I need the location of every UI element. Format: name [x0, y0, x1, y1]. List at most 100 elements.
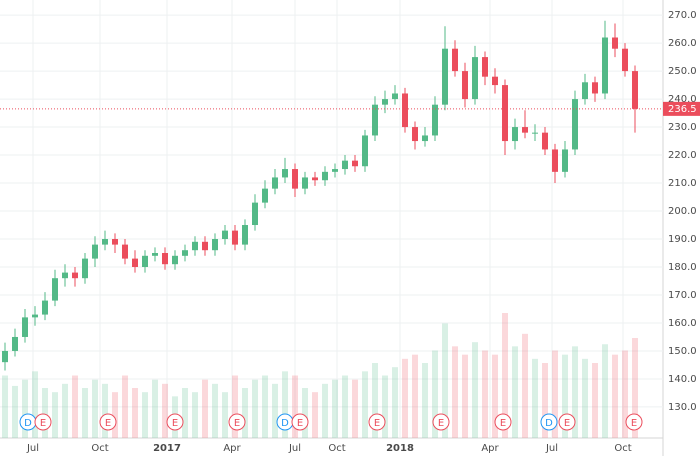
candle-body [212, 239, 218, 251]
candle-body [142, 255, 148, 267]
x-tick-label: Jul [545, 443, 558, 454]
candle-body [322, 171, 328, 181]
volume-bar [392, 367, 398, 438]
y-tick-label: 220.0 [668, 150, 697, 161]
candle-body [572, 99, 578, 150]
x-tick-label: Jul [26, 443, 39, 454]
candle-body [2, 350, 8, 363]
candle-body [332, 169, 338, 172]
volume-bar [182, 388, 188, 438]
y-tick-label: 210.0 [668, 178, 697, 189]
event-label: E [438, 418, 444, 429]
event-label: E [105, 418, 111, 429]
candle-body [392, 93, 398, 100]
x-tick-label: Apr [223, 443, 241, 454]
volume-bar [142, 392, 148, 438]
volume-bar [592, 363, 598, 438]
candle-body [162, 253, 168, 265]
candle-body [352, 160, 358, 167]
y-tick-label: 230.0 [668, 122, 697, 133]
volume-bar [502, 313, 508, 438]
volume-bar [222, 392, 228, 438]
volume-bar [562, 354, 568, 438]
candle-body [272, 177, 278, 189]
volume-bar [412, 354, 418, 438]
event-label: E [234, 418, 240, 429]
candle-body [512, 127, 518, 142]
candle-body [342, 160, 348, 170]
volume-bar [132, 388, 138, 438]
x-tick-label: Oct [91, 443, 108, 454]
candle-body [542, 132, 548, 150]
y-tick-label: 160.0 [668, 318, 697, 329]
volume-bar [552, 350, 558, 438]
candle-body [302, 177, 308, 189]
candle-body [112, 239, 118, 245]
x-tick-label: Apr [481, 443, 499, 454]
candle-body [102, 239, 108, 245]
candle-body [222, 230, 228, 240]
volume-bar [42, 388, 48, 438]
y-tick-label: 190.0 [668, 234, 697, 245]
volume-bar [192, 392, 198, 438]
candle-body [362, 135, 368, 167]
volume-bar [442, 323, 448, 438]
x-tick-label: Jul [288, 443, 301, 454]
volume-bar [92, 379, 98, 438]
volume-bar [22, 379, 28, 438]
event-label: E [631, 418, 637, 429]
volume-bar [532, 358, 538, 438]
candle-body [372, 104, 378, 136]
candle-body [452, 48, 458, 72]
volume-bar [482, 350, 488, 438]
volume-bar [572, 346, 578, 438]
volume-bar [342, 375, 348, 438]
y-tick-label: 270.0 [668, 10, 697, 21]
volume-bar [452, 346, 458, 438]
candle-body [62, 272, 68, 279]
event-marker [34, 413, 52, 431]
event-marker [540, 413, 558, 431]
volume-bar [282, 371, 288, 438]
candle-body [552, 149, 558, 172]
volume-bar [262, 375, 268, 438]
candle-body [152, 253, 158, 256]
volume-bar [312, 392, 318, 438]
candle-body [522, 127, 528, 133]
last-price-label: 236.5 [668, 104, 697, 115]
x-tick-label: 2017 [153, 443, 181, 454]
candle-body [492, 76, 498, 86]
event-label: E [172, 418, 178, 429]
volume-bar [252, 379, 258, 438]
volume-bar [622, 350, 628, 438]
candle-body [422, 135, 428, 142]
volume-bar [152, 379, 158, 438]
volume-bar [72, 375, 78, 438]
candle-body [132, 258, 138, 267]
volume-bar [472, 342, 478, 438]
volume-bar [582, 358, 588, 438]
candle-body [12, 336, 18, 351]
candle-body [182, 250, 188, 256]
candle-body [262, 188, 268, 203]
volume-bar [302, 388, 308, 438]
volume-bar [52, 392, 58, 438]
volume-bar [522, 333, 528, 438]
volume-bar [292, 375, 298, 438]
candle-body [292, 169, 298, 189]
candle-body [92, 244, 98, 259]
volume-bar [62, 383, 68, 438]
x-tick-label: 2018 [386, 443, 414, 454]
volume-bar [632, 338, 638, 438]
volume-bar [372, 363, 378, 438]
candle-body [52, 278, 58, 301]
candle-body [282, 169, 288, 178]
candle-body [602, 37, 608, 94]
y-tick-label: 140.0 [668, 374, 697, 385]
candle-body [562, 149, 568, 172]
candle-body [412, 127, 418, 142]
event-label: E [374, 418, 380, 429]
candle-body [172, 255, 178, 265]
